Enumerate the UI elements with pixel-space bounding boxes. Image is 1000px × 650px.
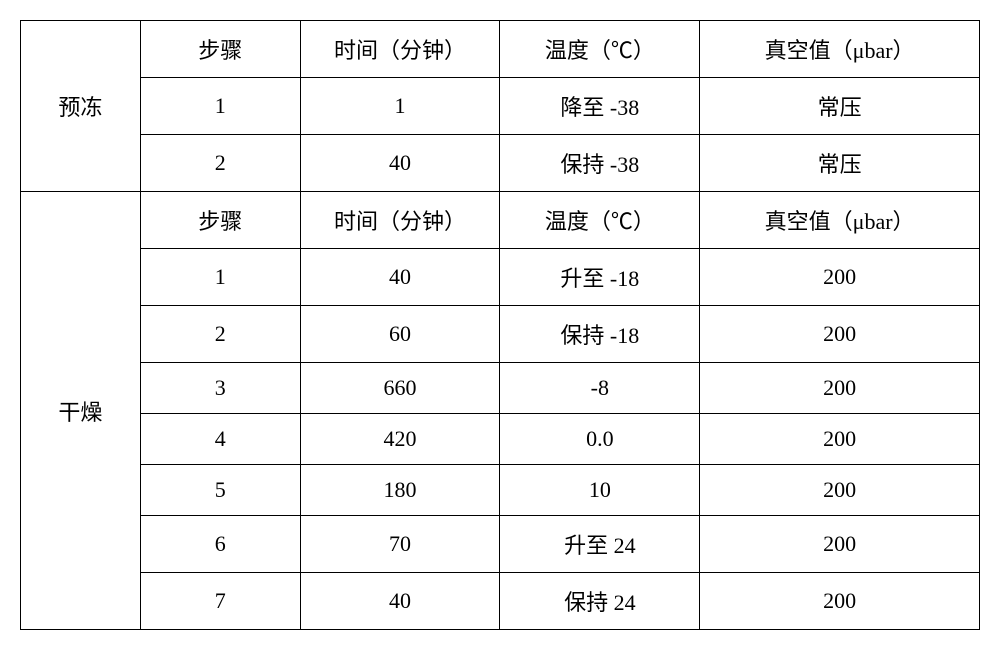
cell-time: 180 bbox=[300, 465, 500, 516]
cell-vacuum: 200 bbox=[700, 306, 980, 363]
cell-time: 420 bbox=[300, 414, 500, 465]
cell-time: 60 bbox=[300, 306, 500, 363]
cell-temp: 保持 24 bbox=[500, 573, 700, 630]
cell-time: 40 bbox=[300, 573, 500, 630]
cell-vacuum: 200 bbox=[700, 249, 980, 306]
cell-step: 7 bbox=[140, 573, 300, 630]
cell-time: 40 bbox=[300, 249, 500, 306]
table-body: 预冻 步骤 时间（分钟） 温度（℃） 真空值（μbar） 1 1 降至 -38 … bbox=[21, 21, 980, 630]
table-row: 6 70 升至 24 200 bbox=[21, 516, 980, 573]
table-row: 5 180 10 200 bbox=[21, 465, 980, 516]
header-temp: 温度（℃） bbox=[500, 21, 700, 78]
header-temp: 温度（℃） bbox=[500, 192, 700, 249]
table-row: 预冻 步骤 时间（分钟） 温度（℃） 真空值（μbar） bbox=[21, 21, 980, 78]
cell-step: 1 bbox=[140, 249, 300, 306]
cell-temp: 降至 -38 bbox=[500, 78, 700, 135]
header-time: 时间（分钟） bbox=[300, 21, 500, 78]
table-row: 3 660 -8 200 bbox=[21, 363, 980, 414]
phase-label-drying: 干燥 bbox=[21, 192, 141, 630]
cell-step: 6 bbox=[140, 516, 300, 573]
cell-vacuum: 200 bbox=[700, 465, 980, 516]
cell-temp: 升至 -18 bbox=[500, 249, 700, 306]
cell-temp: 保持 -38 bbox=[500, 135, 700, 192]
table-row: 4 420 0.0 200 bbox=[21, 414, 980, 465]
cell-temp: 0.0 bbox=[500, 414, 700, 465]
cell-step: 2 bbox=[140, 306, 300, 363]
cell-step: 1 bbox=[140, 78, 300, 135]
cell-time: 660 bbox=[300, 363, 500, 414]
cell-step: 5 bbox=[140, 465, 300, 516]
cell-step: 2 bbox=[140, 135, 300, 192]
process-table: 预冻 步骤 时间（分钟） 温度（℃） 真空值（μbar） 1 1 降至 -38 … bbox=[20, 20, 980, 630]
cell-vacuum: 常压 bbox=[700, 78, 980, 135]
table-row: 7 40 保持 24 200 bbox=[21, 573, 980, 630]
cell-temp: 升至 24 bbox=[500, 516, 700, 573]
cell-time: 1 bbox=[300, 78, 500, 135]
table-row: 1 1 降至 -38 常压 bbox=[21, 78, 980, 135]
cell-temp: 保持 -18 bbox=[500, 306, 700, 363]
cell-vacuum: 200 bbox=[700, 516, 980, 573]
cell-step: 3 bbox=[140, 363, 300, 414]
header-step: 步骤 bbox=[140, 192, 300, 249]
cell-time: 40 bbox=[300, 135, 500, 192]
cell-vacuum: 常压 bbox=[700, 135, 980, 192]
table-row: 2 60 保持 -18 200 bbox=[21, 306, 980, 363]
header-vacuum: 真空值（μbar） bbox=[700, 192, 980, 249]
phase-label-prefreeze: 预冻 bbox=[21, 21, 141, 192]
table-row: 干燥 步骤 时间（分钟） 温度（℃） 真空值（μbar） bbox=[21, 192, 980, 249]
header-step: 步骤 bbox=[140, 21, 300, 78]
cell-temp: 10 bbox=[500, 465, 700, 516]
cell-temp: -8 bbox=[500, 363, 700, 414]
cell-vacuum: 200 bbox=[700, 363, 980, 414]
header-time: 时间（分钟） bbox=[300, 192, 500, 249]
table-row: 1 40 升至 -18 200 bbox=[21, 249, 980, 306]
cell-vacuum: 200 bbox=[700, 414, 980, 465]
cell-step: 4 bbox=[140, 414, 300, 465]
cell-vacuum: 200 bbox=[700, 573, 980, 630]
header-vacuum: 真空值（μbar） bbox=[700, 21, 980, 78]
table-row: 2 40 保持 -38 常压 bbox=[21, 135, 980, 192]
cell-time: 70 bbox=[300, 516, 500, 573]
